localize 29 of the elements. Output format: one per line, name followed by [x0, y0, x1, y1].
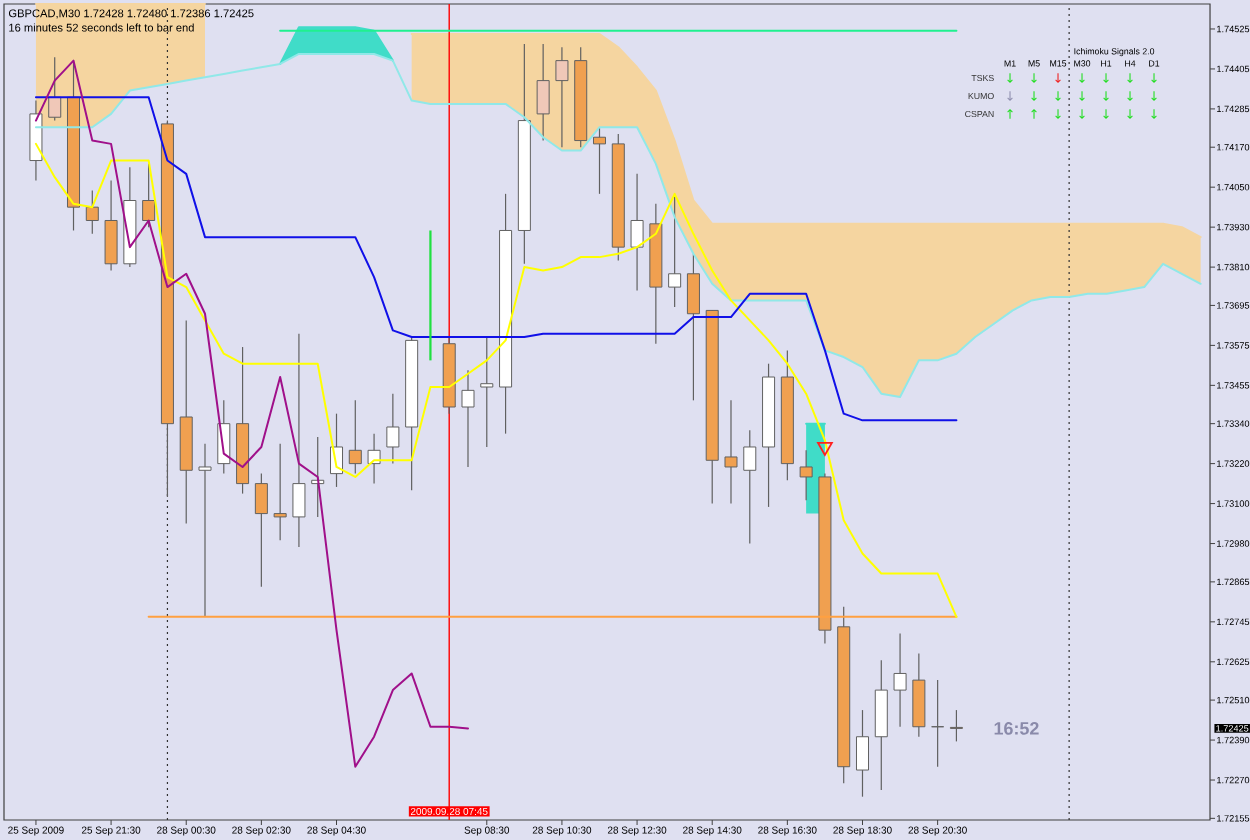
candlestick [949, 709, 963, 742]
candlestick [386, 393, 400, 465]
candlestick [273, 443, 287, 541]
candlestick [29, 99, 43, 182]
candlestick [592, 126, 607, 195]
candlestick [480, 336, 494, 448]
candlestick [668, 193, 682, 308]
candlestick [555, 46, 569, 148]
candlestick [874, 659, 888, 791]
annotation: 16:52 [994, 722, 1039, 735]
candlestick [48, 56, 62, 122]
candlestick [893, 632, 907, 728]
candlestick [855, 709, 869, 798]
candlestick [799, 449, 813, 501]
candlestick [724, 399, 738, 505]
candlestick [743, 429, 757, 545]
candlestick [461, 369, 475, 468]
candlestick [536, 43, 550, 142]
candlestick [686, 253, 700, 401]
candlestick [912, 652, 926, 738]
candlestick [142, 163, 156, 228]
candlestick [85, 189, 99, 235]
candlestick [254, 473, 268, 588]
candlestick [198, 443, 212, 618]
candlestick [630, 173, 644, 292]
candlestick [104, 179, 118, 272]
candlestick [348, 399, 362, 475]
candlestick [931, 679, 945, 768]
candlestick [292, 333, 306, 548]
